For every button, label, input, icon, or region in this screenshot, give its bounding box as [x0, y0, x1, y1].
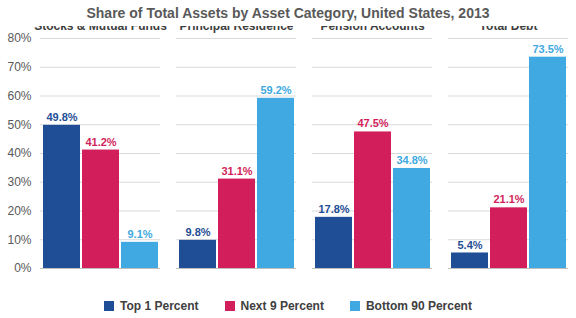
svg-text:70%: 70% [7, 60, 31, 74]
svg-text:21.1%: 21.1% [493, 193, 524, 205]
svg-text:20%: 20% [7, 204, 31, 218]
html-text:Top 1 Percent: Top 1 Percent [120, 299, 199, 313]
svg-text:34.8%: 34.8% [396, 154, 427, 166]
svg-text:40%: 40% [7, 146, 31, 160]
svg-text:49.8%: 49.8% [46, 111, 77, 123]
svg-text:31.1%: 31.1% [221, 165, 252, 177]
svg-text:50%: 50% [7, 118, 31, 132]
svg-text:Pension Accounts: Pension Accounts [320, 26, 425, 33]
html-text:Bottom 90 Percent: Bottom 90 Percent [365, 299, 472, 313]
svg-text:10%: 10% [7, 233, 31, 247]
html-text:Share of Total Assets by Asset: Share of Total Assets by Asset Category,… [86, 5, 490, 21]
svg-text:Principal Residence: Principal Residence [179, 26, 293, 33]
svg-text:0%: 0% [14, 261, 32, 275]
svg-text:Total Debt: Total Debt [480, 26, 538, 33]
svg-text:47.5%: 47.5% [357, 117, 388, 129]
svg-text:9.8%: 9.8% [185, 226, 210, 238]
svg-text:9.1%: 9.1% [127, 228, 152, 240]
html-text:Next 9 Percent: Next 9 Percent [240, 299, 324, 313]
svg-text:Stocks & Mutual Funds: Stocks & Mutual Funds [34, 26, 167, 33]
svg-text:30%: 30% [7, 175, 31, 189]
svg-text:59.2%: 59.2% [260, 84, 291, 96]
svg-text:60%: 60% [7, 89, 31, 103]
svg-text:80%: 80% [7, 31, 31, 45]
svg-text:17.8%: 17.8% [318, 203, 349, 215]
svg-text:5.4%: 5.4% [457, 238, 482, 250]
svg-text:41.2%: 41.2% [85, 136, 116, 148]
svg-text:73.5%: 73.5% [532, 43, 563, 55]
